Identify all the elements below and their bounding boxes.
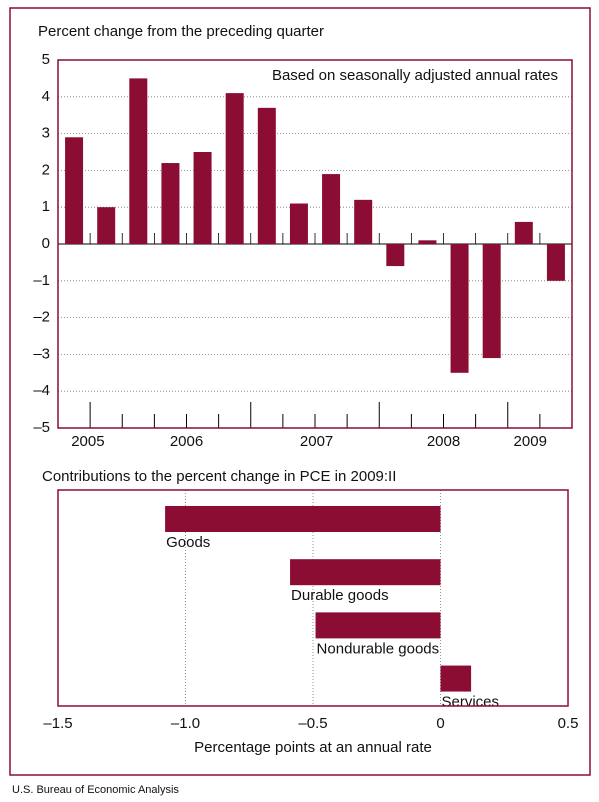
- figure-frame: [9, 7, 591, 776]
- bar: [290, 559, 441, 586]
- source: U.S. Bureau of Economic Analysis: [12, 784, 179, 796]
- bar: [440, 665, 472, 692]
- bar: [418, 240, 437, 244]
- bar: [514, 221, 533, 244]
- x-tick-label: –1.5: [43, 715, 72, 732]
- bar: [97, 207, 116, 244]
- bar: [165, 506, 441, 532]
- x-group-label: 2009: [514, 433, 547, 450]
- x-group-label: 2008: [427, 433, 460, 450]
- bar: [161, 163, 180, 244]
- category-label: Goods: [166, 534, 210, 551]
- category-label: Services: [442, 694, 500, 711]
- y-tick-label: –3: [33, 345, 50, 362]
- bar: [193, 152, 212, 244]
- x-group-label: 2006: [170, 433, 203, 450]
- y-tick-label: 4: [42, 88, 50, 105]
- category-label: Durable goods: [291, 587, 389, 604]
- y-tick-label: 2: [42, 161, 50, 178]
- bar: [546, 244, 565, 281]
- x-tick-label: 0: [436, 715, 444, 732]
- bar: [225, 93, 244, 245]
- bar: [315, 612, 441, 639]
- y-tick-label: 5: [42, 51, 50, 68]
- y-tick-label: –2: [33, 309, 50, 326]
- y-tick-label: –5: [33, 419, 50, 436]
- x-tick-label: –0.5: [298, 715, 327, 732]
- x-tick-label: –1.0: [171, 715, 200, 732]
- x-tick-label: 0.5: [558, 715, 579, 732]
- bar: [65, 137, 84, 244]
- bar: [129, 78, 148, 245]
- chart-title: Percent change from the preceding quarte…: [38, 23, 324, 40]
- category-label: Nondurable goods: [317, 640, 440, 657]
- y-tick-label: –4: [33, 382, 50, 399]
- x-axis-label: Percentage points at an annual rate: [194, 739, 432, 756]
- bar: [257, 107, 276, 244]
- plot-frame: [57, 489, 569, 707]
- bar: [289, 203, 308, 244]
- y-tick-label: –1: [33, 272, 50, 289]
- plot-frame: [57, 59, 573, 429]
- bar: [386, 244, 405, 267]
- x-group-label: 2007: [300, 433, 333, 450]
- annotation: Based on seasonally adjusted annual rate…: [272, 67, 558, 84]
- bar: [322, 174, 341, 244]
- bar: [450, 244, 469, 373]
- bar: [354, 199, 373, 244]
- x-group-label: 2005: [71, 433, 104, 450]
- bar: [482, 244, 501, 359]
- y-tick-label: 0: [42, 235, 50, 252]
- chart-title: Contributions to the percent change in P…: [42, 468, 396, 485]
- y-tick-label: 3: [42, 125, 50, 142]
- y-tick-label: 1: [42, 198, 50, 215]
